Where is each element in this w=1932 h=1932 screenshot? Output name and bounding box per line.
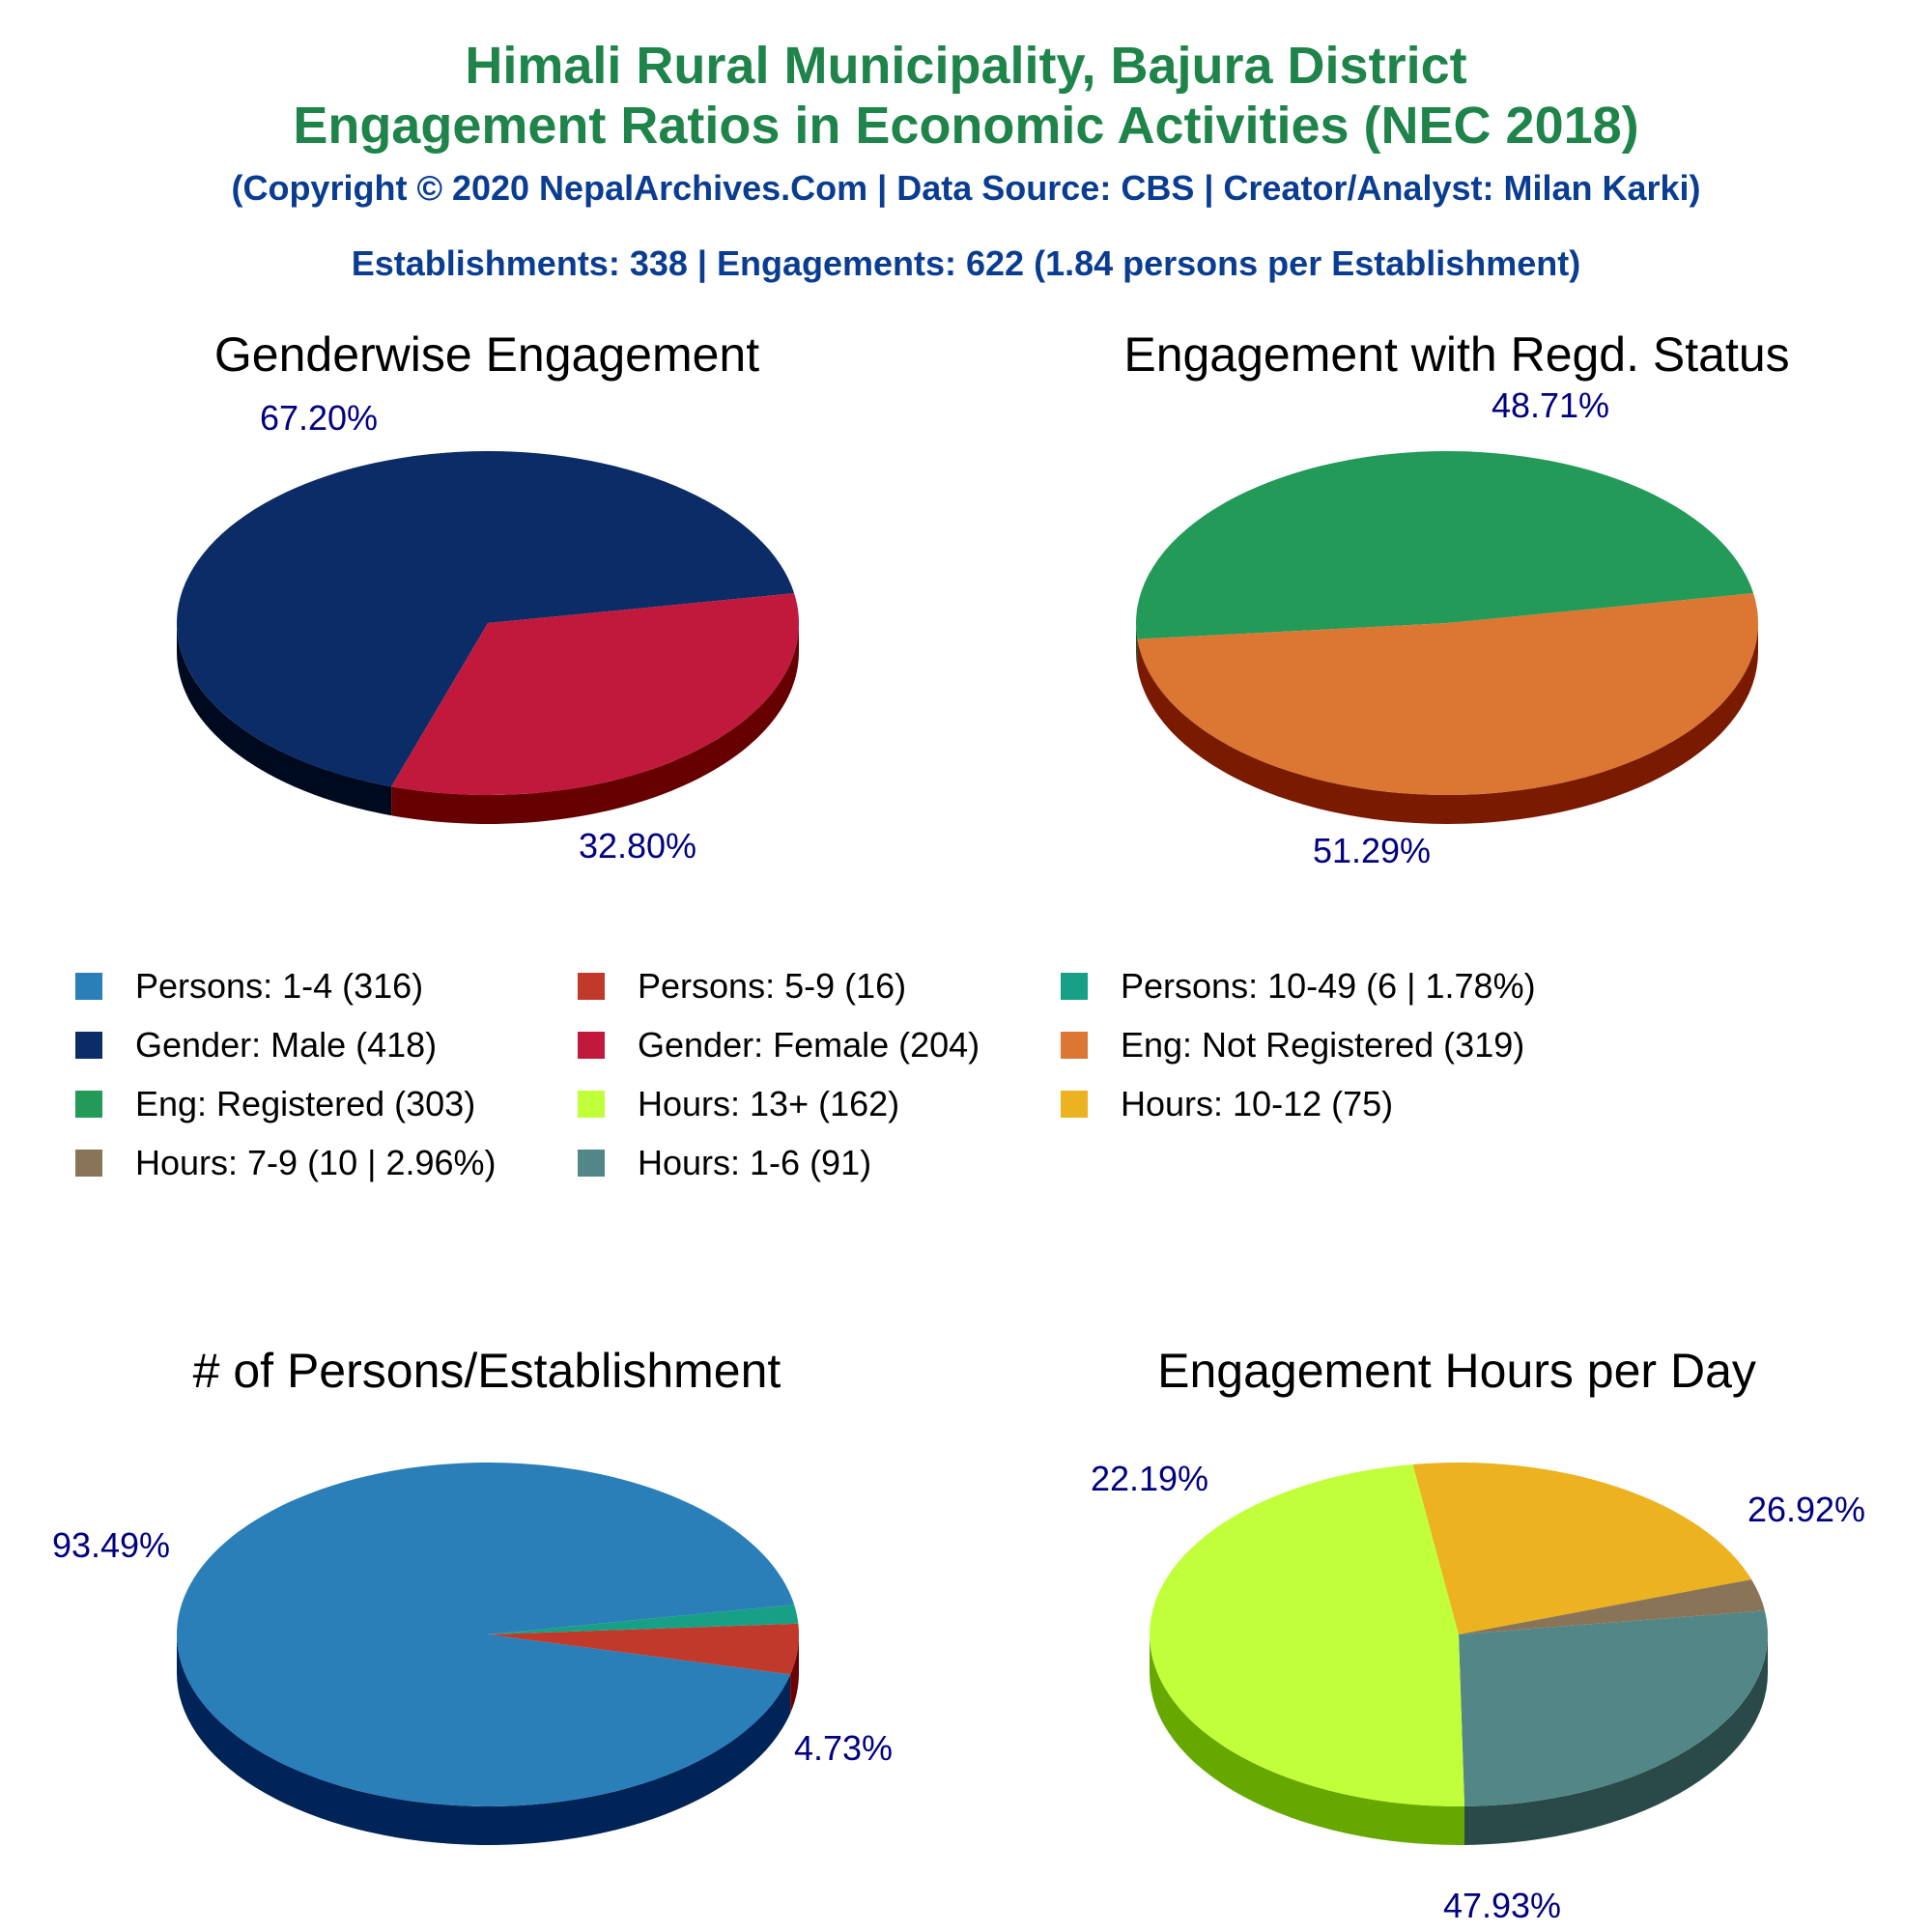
chart-title-hours: Engagement Hours per Day xyxy=(1157,1344,1756,1398)
legend-item: Hours: 13+ (162) xyxy=(578,1084,899,1124)
pie-label: 47.93% xyxy=(1443,1886,1561,1925)
legend-swatch xyxy=(1061,1032,1088,1059)
legend-label: Persons: 1-4 (316) xyxy=(135,966,424,1006)
legend-label: Hours: 13+ (162) xyxy=(638,1084,900,1123)
pie-2: 93.49% 4.73% xyxy=(52,1462,893,1845)
pie-label: 26.92% xyxy=(1747,1490,1865,1529)
legend-swatch xyxy=(578,1032,605,1059)
legend-swatch xyxy=(75,1150,102,1177)
legend-swatch xyxy=(75,973,102,1000)
pie-label: 67.20% xyxy=(260,398,378,438)
chart-title-gender: Genderwise Engagement xyxy=(213,327,760,382)
legend-label: Gender: Male (418) xyxy=(135,1025,438,1065)
pie-slice-persons-5-9 xyxy=(488,1623,799,1675)
pie-0: 67.20% 32.80% xyxy=(177,398,800,866)
pie-side-gender-female xyxy=(391,623,799,825)
pie-slice-hours-13- xyxy=(1150,1463,1465,1806)
legend-item: Gender: Female (204) xyxy=(578,1025,980,1065)
pie-slice-hours-7-9 xyxy=(1459,1579,1765,1634)
legend-item: Eng: Not Registered (319) xyxy=(1061,1025,1524,1065)
legend-item: Hours: 1-6 (91) xyxy=(578,1143,871,1183)
pie-label: 22.19% xyxy=(1091,1459,1208,1498)
title-line-1: Himali Rural Municipality, Bajura Distri… xyxy=(465,37,1467,95)
legend-label: Persons: 10-49 (6 | 1.78%) xyxy=(1121,966,1536,1006)
pie-label: 51.29% xyxy=(1313,831,1431,870)
pie-side-hours-13- xyxy=(1150,1634,1465,1845)
legend-label: Hours: 10-12 (75) xyxy=(1121,1084,1394,1123)
pie-slice-hours-1-6 xyxy=(1459,1610,1768,1806)
copyright-line: (Copyright © 2020 NepalArchives.Com | Da… xyxy=(231,168,1701,208)
legend-item: Gender: Male (418) xyxy=(75,1025,437,1065)
title-line-2: Engagement Ratios in Economic Activities… xyxy=(293,97,1639,155)
legend-swatch xyxy=(578,1150,605,1177)
legend-item: Persons: 5-9 (16) xyxy=(578,966,906,1007)
pie-label: 48.71% xyxy=(1492,385,1609,425)
chart-title-persons: # of Persons/Establishment xyxy=(192,1344,781,1398)
pie-slice-gender-male xyxy=(177,451,795,787)
pie-side-eng-registered xyxy=(1136,623,1138,668)
pie-label: 4.73% xyxy=(794,1728,893,1768)
legend-swatch xyxy=(1061,1091,1088,1118)
legend-item: Persons: 1-4 (316) xyxy=(75,966,423,1007)
legend-label: Eng: Not Registered (319) xyxy=(1121,1025,1525,1065)
legend-swatch xyxy=(578,1091,605,1118)
legend-item: Hours: 7-9 (10 | 2.96%) xyxy=(75,1143,497,1183)
legend-label: Persons: 5-9 (16) xyxy=(638,966,907,1006)
pie-3: 26.92% 47.93% 22.19% xyxy=(1091,1459,1865,1925)
pie-side-persons-5-9 xyxy=(790,1634,800,1714)
legend-swatch xyxy=(75,1032,102,1059)
pie-side-gender-male xyxy=(177,623,392,816)
pie-slice-eng-registered xyxy=(1135,450,1754,639)
legend-item: Eng: Registered (303) xyxy=(75,1084,475,1124)
legend-swatch xyxy=(578,973,605,1000)
pie-slice-persons-10-49 xyxy=(488,1605,799,1634)
pie-label: 32.80% xyxy=(579,826,696,866)
legend-label: Eng: Registered (303) xyxy=(135,1084,476,1123)
pie-slice-hours-10-12 xyxy=(1412,1462,1752,1634)
chart-title-registration: Engagement with Regd. Status xyxy=(1123,327,1790,382)
legend-item: Hours: 10-12 (75) xyxy=(1061,1084,1393,1124)
pie-slice-persons-1-4 xyxy=(176,1462,795,1806)
pie-slice-eng-not-registered xyxy=(1137,593,1758,795)
legend-swatch xyxy=(75,1091,102,1118)
pie-side-persons-1-4 xyxy=(177,1634,791,1845)
pie-1: 48.71% 51.29% xyxy=(1135,385,1759,870)
legend-label: Hours: 7-9 (10 | 2.96%) xyxy=(135,1143,497,1182)
pie-side-hours-1-6 xyxy=(1464,1634,1768,1845)
pie-label: 93.49% xyxy=(52,1525,170,1565)
legend-item: Persons: 10-49 (6 | 1.78%) xyxy=(1061,966,1536,1007)
legend-swatch xyxy=(1061,973,1088,1000)
pie-side-eng-not-registered xyxy=(1137,623,1759,825)
legend-label: Gender: Female (204) xyxy=(638,1025,980,1065)
legend-label: Hours: 1-6 (91) xyxy=(638,1143,872,1182)
summary-line: Establishments: 338 | Engagements: 622 (… xyxy=(351,243,1581,283)
pie-slice-gender-female xyxy=(391,593,800,796)
